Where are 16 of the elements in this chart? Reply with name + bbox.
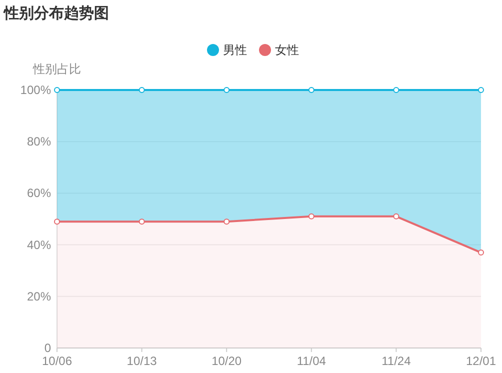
legend: 男性 <box>223 43 247 57</box>
ytick: 60% <box>26 186 51 200</box>
xtick: 10/20 <box>212 354 242 368</box>
xtick: 11/04 <box>296 354 326 368</box>
ytick: 80% <box>26 134 51 149</box>
legend: 女性 <box>275 43 299 57</box>
ytick: 0 <box>44 341 51 355</box>
ytick: 100% <box>20 83 51 97</box>
ylabel: 性别占比 <box>33 62 81 76</box>
xtick: 10/13 <box>126 354 157 368</box>
xtick: 12/01 <box>466 354 496 368</box>
xtick: 10/06 <box>42 354 72 368</box>
ytick: 20% <box>26 289 51 304</box>
xtick: 11/24 <box>382 354 411 368</box>
ytick: 40% <box>26 238 51 252</box>
title: 性别分布趋势图 <box>4 5 109 22</box>
